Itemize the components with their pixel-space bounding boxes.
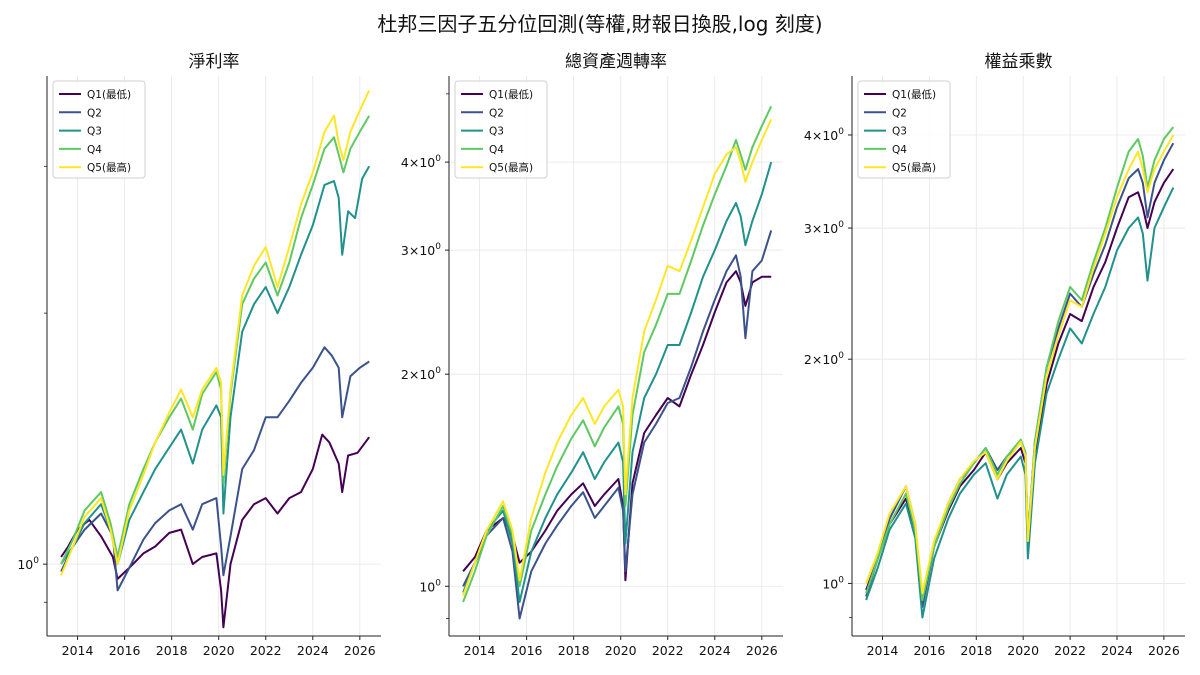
legend-label-1-4: Q5(最高) <box>489 161 533 174</box>
legend-box <box>454 80 548 179</box>
legend-box <box>857 80 951 179</box>
y-tick-label-1-3: 4×100 <box>401 154 441 170</box>
series-line-0-3 <box>60 115 371 565</box>
x-tick-label-1-6: 2026 <box>746 643 778 658</box>
legend-0: Q1(最低) Q2 Q3 Q4 Q5(最高) <box>52 80 146 179</box>
legend-box <box>52 80 146 179</box>
x-tick-label-0-1: 2016 <box>109 643 141 658</box>
series-line-1-4 <box>462 118 773 596</box>
series-line-1-0 <box>462 270 772 582</box>
series-line-0-0 <box>60 433 370 629</box>
legend-label-2-3: Q4 <box>892 144 907 156</box>
x-tick-label-0-6: 2026 <box>344 643 376 658</box>
chart-panel-2: 2014 2016 2018 2020 2022 2024 2026 100 2×100 3×10… <box>804 52 1185 658</box>
series-line-0-4 <box>60 89 371 576</box>
legend-1: Q1(最低) Q2 Q3 Q4 Q5(最高) <box>454 80 548 179</box>
series-line-1-2 <box>462 161 773 603</box>
chart-panel-1: 2014 2016 2018 2020 2022 2024 2026 100 2×100 3×10… <box>401 52 783 658</box>
series-line-0-1 <box>60 346 370 592</box>
x-tick-label-2-0: 2014 <box>867 643 899 658</box>
x-tick-label-2-5: 2024 <box>1101 643 1133 658</box>
legend-label-0-3: Q4 <box>87 144 102 156</box>
legend-label-0-1: Q2 <box>87 107 102 119</box>
x-tick-label-1-4: 2022 <box>652 643 684 658</box>
legend-label-1-0: Q1(最低) <box>489 88 533 101</box>
x-tick-label-1-2: 2018 <box>558 643 590 658</box>
x-tick-label-2-3: 2020 <box>1007 643 1039 658</box>
y-tick-label-1-1: 2×100 <box>401 366 441 382</box>
series-line-2-1 <box>865 142 1175 608</box>
panel-title-2: 權益乘數 <box>985 52 1053 72</box>
legend-label-0-4: Q5(最高) <box>87 161 131 174</box>
legend-label-2-4: Q5(最高) <box>892 161 936 174</box>
legend-label-2-0: Q1(最低) <box>892 88 936 101</box>
x-tick-label-1-5: 2024 <box>699 643 731 658</box>
x-tick-label-0-2: 2018 <box>156 643 188 658</box>
y-tick-label-2-1: 2×100 <box>804 351 844 367</box>
x-tick-label-2-4: 2022 <box>1054 643 1086 658</box>
chart-panel-0: 2014 2016 2018 2020 2022 2024 2026 100 淨利率 Q1(最低)… <box>17 52 381 658</box>
figure-title: 杜邦三因子五分位回測(等權,財報日換股,log 刻度) <box>377 12 823 36</box>
x-tick-label-0-4: 2022 <box>250 643 282 658</box>
y-tick-label-0-0: 100 <box>17 556 39 572</box>
legend-label-0-0: Q1(最低) <box>87 88 131 101</box>
x-tick-label-0-3: 2020 <box>203 643 235 658</box>
x-tick-label-2-2: 2018 <box>960 643 992 658</box>
series-line-2-2 <box>865 187 1175 619</box>
y-tick-label-1-2: 3×100 <box>401 242 441 258</box>
legend-2: Q1(最低) Q2 Q3 Q4 Q5(最高) <box>857 80 951 179</box>
x-tick-label-2-6: 2026 <box>1148 643 1180 658</box>
series-line-1-1 <box>462 230 773 620</box>
legend-label-1-1: Q2 <box>489 107 504 119</box>
legend-label-2-2: Q3 <box>892 126 907 138</box>
y-tick-label-1-0: 100 <box>419 578 441 594</box>
series-line-2-0 <box>865 168 1175 601</box>
series-line-0-2 <box>60 165 371 566</box>
y-tick-label-2-3: 4×100 <box>804 127 844 143</box>
x-tick-label-0-0: 2014 <box>62 643 94 658</box>
legend-label-0-2: Q3 <box>87 126 102 138</box>
x-tick-label-1-0: 2014 <box>464 643 496 658</box>
panel-title-1: 總資產週轉率 <box>565 52 667 72</box>
y-tick-label-2-0: 100 <box>822 575 844 591</box>
legend-label-1-2: Q3 <box>489 126 504 138</box>
series-line-1-3 <box>462 105 773 603</box>
x-tick-label-2-1: 2016 <box>913 643 945 658</box>
x-tick-label-1-3: 2020 <box>605 643 637 658</box>
legend-label-2-1: Q2 <box>892 107 907 119</box>
x-tick-label-1-1: 2016 <box>511 643 543 658</box>
x-tick-label-0-5: 2024 <box>297 643 329 658</box>
series-line-2-4 <box>865 134 1175 595</box>
panel-title-0: 淨利率 <box>189 52 240 72</box>
y-tick-label-2-2: 3×100 <box>804 220 844 236</box>
legend-label-1-3: Q4 <box>489 144 504 156</box>
